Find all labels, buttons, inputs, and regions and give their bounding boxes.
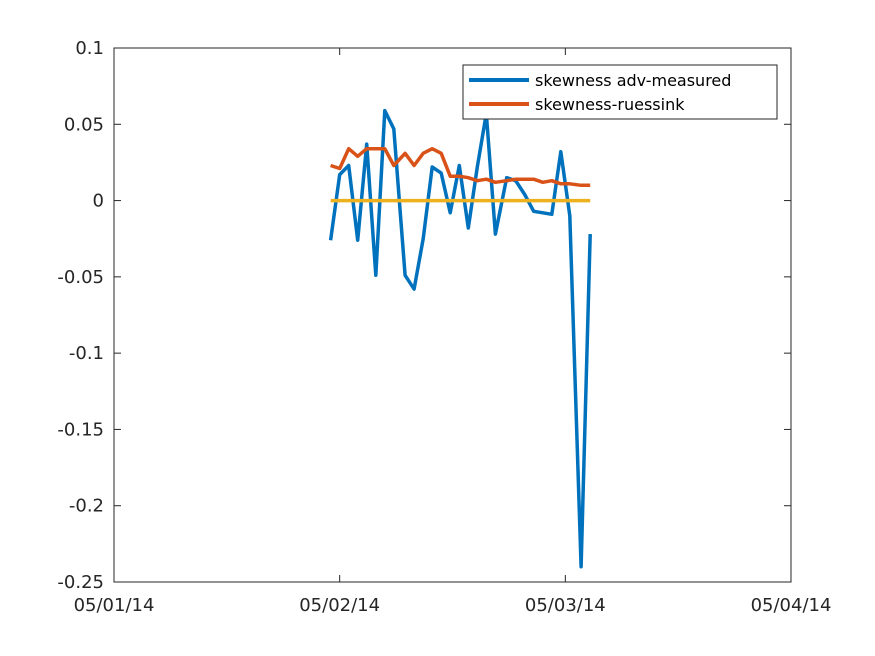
series-line-skewness-ruessink [330,146,591,188]
y-tick-label: -0.2 [69,496,104,517]
legend-label: skewness adv-measured [535,71,731,90]
y-tick-label: 0.05 [64,114,104,135]
y-tick-label: -0.05 [57,267,104,288]
y-tick-label: -0.15 [57,419,104,440]
y-tick-label: 0.1 [75,38,104,59]
legend-label: skewness-ruessink [535,95,685,114]
x-tick-label: 05/04/14 [751,595,832,616]
y-tick-label: 0 [93,191,104,212]
axes-frame [113,47,792,583]
y-tick-label: -0.25 [57,572,104,593]
series-line-skewness-adv-measured [328,108,592,569]
plot-area: 05/01/14 05/02/14 05/03/14 05/04/14 0.1 0.05 0… [57,38,831,616]
x-tick-label: 05/02/14 [299,595,380,616]
x-tick-label: 05/01/14 [74,595,155,616]
legend-box [462,64,778,120]
y-tick-label: -0.1 [69,343,104,364]
x-tick-label: 05/03/14 [525,595,606,616]
axes-background [114,48,791,582]
